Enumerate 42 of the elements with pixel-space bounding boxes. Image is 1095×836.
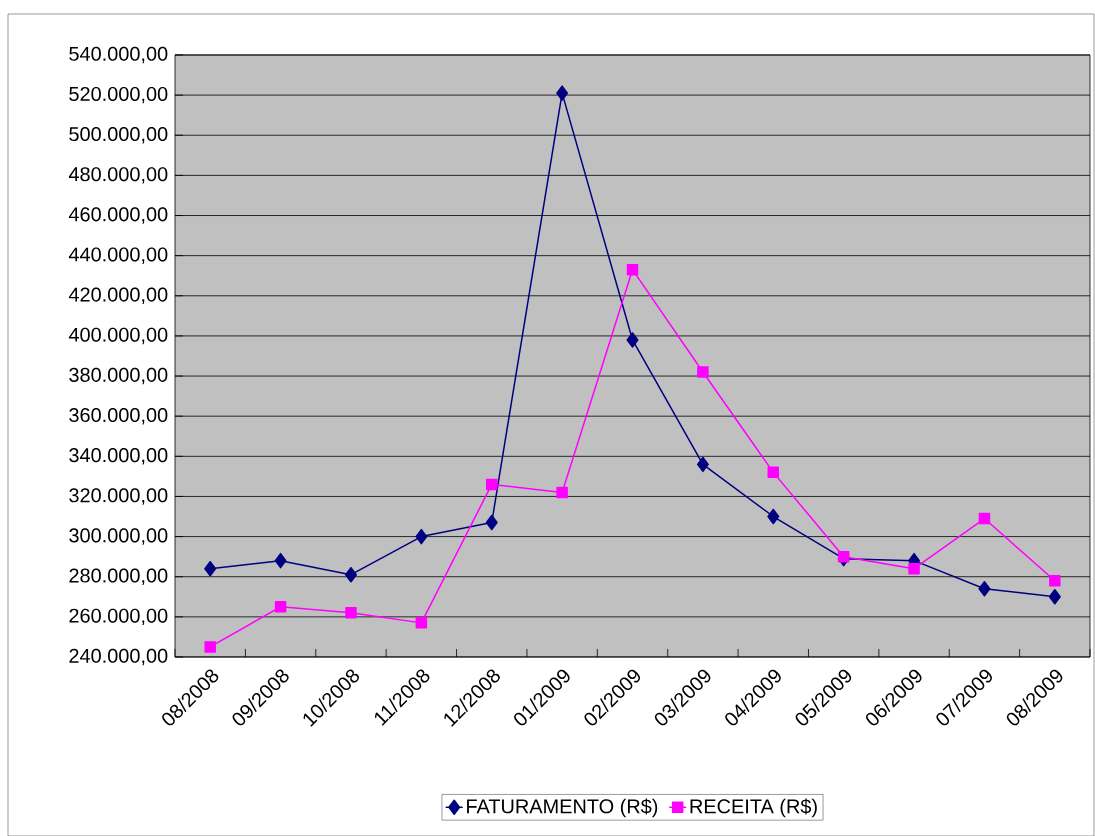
point xyxy=(1049,574,1061,587)
point xyxy=(697,366,709,378)
point xyxy=(767,508,780,525)
point xyxy=(274,552,287,569)
point xyxy=(274,601,287,613)
y-tick-label: 460.000,00 xyxy=(68,207,168,224)
y-tick-label: 380.000,00 xyxy=(69,367,168,385)
point xyxy=(415,528,428,545)
point xyxy=(767,466,780,479)
y-tick-label: 360.000,00 xyxy=(69,407,168,425)
legend-label: RECEITA (R$) xyxy=(690,798,817,818)
point xyxy=(626,263,639,276)
y-tick-label: 500.000,00 xyxy=(69,127,168,144)
point xyxy=(556,486,568,499)
y-tick-label: 420.000,00 xyxy=(68,287,168,305)
y-tick-label: 300.000,00 xyxy=(69,528,168,545)
point xyxy=(908,562,920,575)
point xyxy=(415,617,428,629)
y-tick-label: 340.000,00 xyxy=(69,448,168,465)
y-tick-label: 440.000,00 xyxy=(68,247,168,264)
y-tick-label: 480.000,00 xyxy=(68,167,168,184)
point xyxy=(626,332,639,348)
y-tick-label: 540.000,00 xyxy=(69,46,168,64)
point xyxy=(837,550,850,563)
y-tick-label: 240.000,00 xyxy=(69,648,168,666)
y-tick-label: 520.000,00 xyxy=(69,86,168,104)
point xyxy=(485,478,498,491)
point xyxy=(556,85,569,101)
point xyxy=(978,581,991,597)
point xyxy=(485,514,498,531)
point xyxy=(344,566,357,583)
point xyxy=(345,607,357,619)
point xyxy=(204,641,216,653)
y-tick-label: 260.000,00 xyxy=(69,608,168,626)
legend-label: FATURAMENTO (R$) xyxy=(467,798,658,818)
y-tick-label: 400.000,00 xyxy=(68,327,168,345)
y-tick-label: 320.000,00 xyxy=(69,488,168,505)
point xyxy=(1048,589,1061,605)
y-tick-label: 280.000,00 xyxy=(69,568,168,585)
point xyxy=(978,512,991,525)
point xyxy=(204,560,217,577)
point xyxy=(696,456,709,473)
